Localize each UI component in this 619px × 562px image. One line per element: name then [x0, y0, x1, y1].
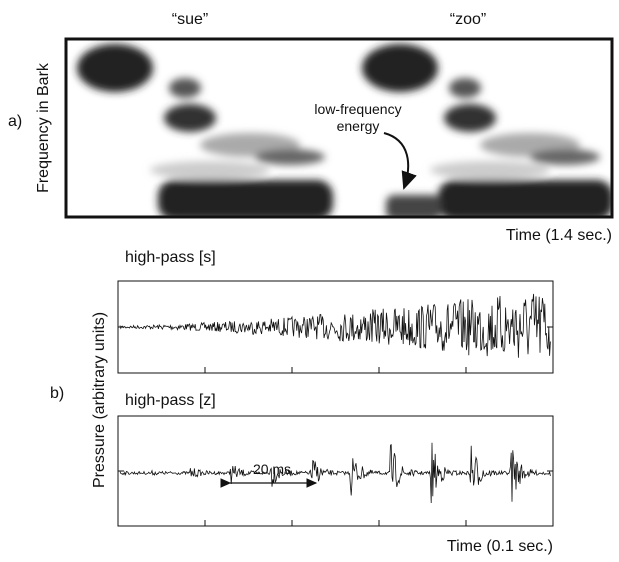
- x-axis-label: Time (1.4 sec.): [506, 227, 612, 244]
- panel-label: b): [50, 385, 64, 402]
- trace-title: high-pass [s]: [125, 249, 216, 266]
- y-axis-label: Frequency in Bark: [35, 62, 52, 193]
- panel-label: a): [8, 113, 22, 130]
- word-label: “zoo”: [450, 11, 486, 28]
- trace-title: high-pass [z]: [125, 392, 216, 409]
- spectrogram: [77, 44, 612, 217]
- annotation: low-frequency: [314, 101, 401, 117]
- word-label: “sue”: [172, 11, 208, 28]
- waveform: [119, 293, 551, 358]
- spectrogram-frame: [64, 37, 614, 219]
- scale-label: 20 ms: [253, 461, 291, 477]
- y-axis-label: Pressure (arbitrary units): [91, 312, 108, 488]
- tick-marks: [117, 280, 554, 527]
- waveforms: [119, 293, 551, 504]
- trace-frame: [117, 415, 554, 527]
- x-axis-label: Time (0.1 sec.): [447, 538, 553, 555]
- waveform: [119, 442, 551, 504]
- annotation: energy: [337, 118, 380, 134]
- annotation-arrow: [383, 132, 417, 190]
